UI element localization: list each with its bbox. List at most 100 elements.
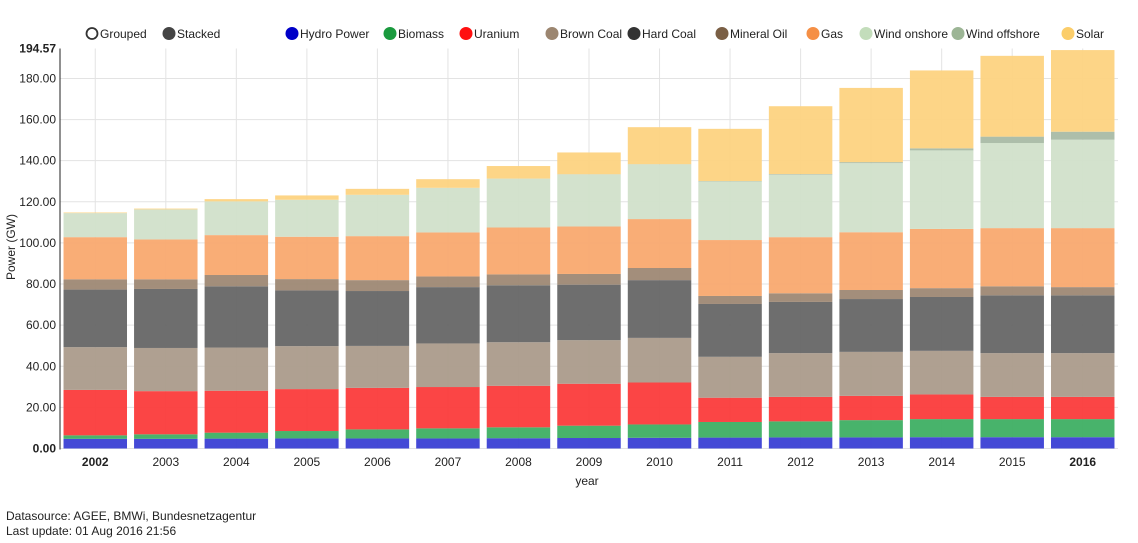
bar-brown-coal-2007[interactable] [416, 343, 480, 388]
bar-solar-2008[interactable] [486, 166, 551, 179]
bar-hydro-power-2003[interactable] [134, 438, 198, 449]
bar-biomass-2015[interactable] [980, 419, 1044, 438]
bar-hydro-power-2011[interactable] [698, 437, 762, 449]
bar-gas-2015[interactable] [980, 228, 1044, 287]
bar-hydro-power-2008[interactable] [486, 438, 551, 449]
bar-gas-2011[interactable] [698, 240, 762, 296]
bar-uranium-2008[interactable] [486, 385, 551, 428]
bar-wind-onshore-2015[interactable] [980, 143, 1044, 229]
bar-gas-2004[interactable] [204, 235, 269, 275]
bar-brown-coal-2011[interactable] [698, 356, 762, 398]
bar-mineral-oil-2002[interactable] [63, 279, 128, 290]
radio-icon[interactable] [85, 27, 99, 40]
bar-solar-2003[interactable] [134, 208, 198, 210]
bar-wind-onshore-2011[interactable] [698, 181, 762, 241]
bar-brown-coal-2002[interactable] [63, 347, 128, 390]
bar-gas-2006[interactable] [345, 236, 410, 281]
legend-item-brown-coal[interactable]: Brown Coal [545, 27, 623, 41]
bar-uranium-2011[interactable] [698, 397, 762, 422]
bar-solar-2011[interactable] [698, 128, 762, 182]
legend-swatch-icon[interactable] [806, 27, 820, 40]
bar-biomass-2012[interactable] [768, 421, 833, 438]
bar-wind-onshore-2013[interactable] [839, 163, 903, 233]
legend-swatch-icon[interactable] [383, 27, 397, 40]
legend-swatch-icon[interactable] [459, 27, 473, 40]
bar-wind-onshore-2016[interactable] [1050, 139, 1115, 229]
bar-solar-2014[interactable] [909, 70, 974, 149]
bar-gas-2007[interactable] [416, 232, 480, 277]
bar-uranium-2009[interactable] [557, 383, 621, 426]
bar-hard-coal-2012[interactable] [768, 301, 833, 354]
bar-biomass-2011[interactable] [698, 421, 762, 438]
bar-biomass-2008[interactable] [486, 427, 551, 439]
bar-hydro-power-2016[interactable] [1050, 437, 1115, 449]
bar-biomass-2010[interactable] [627, 424, 692, 438]
bar-wind-onshore-2014[interactable] [909, 150, 974, 229]
bar-solar-2016[interactable] [1050, 50, 1115, 132]
bar-brown-coal-2006[interactable] [345, 345, 410, 388]
bar-hard-coal-2008[interactable] [486, 285, 551, 343]
bar-uranium-2013[interactable] [839, 395, 903, 421]
bar-hard-coal-2015[interactable] [980, 295, 1044, 354]
bar-mineral-oil-2011[interactable] [698, 295, 762, 304]
bar-solar-2012[interactable] [768, 106, 833, 175]
bar-wind-onshore-2006[interactable] [345, 194, 410, 237]
bar-mineral-oil-2015[interactable] [980, 286, 1044, 296]
bar-brown-coal-2004[interactable] [204, 347, 269, 391]
bar-biomass-2014[interactable] [909, 419, 974, 438]
bar-solar-2013[interactable] [839, 87, 903, 163]
bar-brown-coal-2010[interactable] [627, 337, 692, 383]
bar-hard-coal-2002[interactable] [63, 289, 128, 348]
bar-mineral-oil-2016[interactable] [1050, 287, 1115, 296]
bar-hydro-power-2013[interactable] [839, 437, 903, 449]
bar-solar-2010[interactable] [627, 127, 692, 165]
bar-gas-2002[interactable] [63, 237, 128, 280]
legend-swatch-icon[interactable] [715, 27, 729, 40]
bar-uranium-2010[interactable] [627, 382, 692, 425]
bar-gas-2005[interactable] [275, 236, 339, 280]
bar-wind-onshore-2008[interactable] [486, 178, 551, 228]
bar-biomass-2002[interactable] [63, 435, 128, 439]
bar-mineral-oil-2014[interactable] [909, 288, 974, 297]
bar-mineral-oil-2005[interactable] [275, 279, 339, 291]
bar-wind-onshore-2002[interactable] [63, 213, 128, 238]
mode-toggle-grouped[interactable]: Grouped [85, 27, 147, 41]
bar-wind-offshore-2015[interactable] [980, 136, 1044, 144]
bar-brown-coal-2008[interactable] [486, 342, 551, 386]
bar-hydro-power-2005[interactable] [275, 438, 339, 449]
bar-mineral-oil-2013[interactable] [839, 289, 903, 300]
bar-biomass-2006[interactable] [345, 429, 410, 439]
bar-mineral-oil-2012[interactable] [768, 293, 833, 302]
bar-wind-onshore-2009[interactable] [557, 174, 621, 227]
bar-brown-coal-2015[interactable] [980, 353, 1044, 397]
legend-swatch-icon[interactable] [545, 27, 559, 40]
legend-swatch-icon[interactable] [859, 27, 873, 40]
bar-mineral-oil-2010[interactable] [627, 267, 692, 281]
bar-uranium-2006[interactable] [345, 387, 410, 430]
bar-hard-coal-2003[interactable] [134, 288, 198, 348]
bar-gas-2003[interactable] [134, 239, 198, 280]
bar-wind-offshore-2012[interactable] [768, 174, 833, 175]
bar-wind-onshore-2007[interactable] [416, 187, 480, 233]
bar-wind-offshore-2014[interactable] [909, 148, 974, 151]
mode-toggle-stacked[interactable]: Stacked [162, 27, 221, 41]
bar-wind-onshore-2012[interactable] [768, 174, 833, 238]
bar-brown-coal-2012[interactable] [768, 353, 833, 397]
bar-hard-coal-2013[interactable] [839, 299, 903, 352]
legend-item-wind-onshore[interactable]: Wind onshore [859, 27, 949, 41]
bar-hard-coal-2011[interactable] [698, 303, 762, 357]
bar-hydro-power-2002[interactable] [63, 438, 128, 449]
bar-gas-2012[interactable] [768, 237, 833, 294]
bar-uranium-2004[interactable] [204, 390, 269, 433]
bar-solar-2005[interactable] [275, 195, 339, 200]
bar-uranium-2015[interactable] [980, 396, 1044, 420]
legend-item-solar[interactable]: Solar [1061, 27, 1105, 41]
bar-biomass-2007[interactable] [416, 428, 480, 439]
bar-hydro-power-2004[interactable] [204, 438, 269, 449]
bar-hard-coal-2010[interactable] [627, 280, 692, 338]
bar-wind-onshore-2005[interactable] [275, 199, 339, 237]
bar-gas-2013[interactable] [839, 232, 903, 290]
bar-gas-2016[interactable] [1050, 228, 1115, 288]
bar-uranium-2002[interactable] [63, 389, 128, 436]
bar-hard-coal-2005[interactable] [275, 290, 339, 347]
